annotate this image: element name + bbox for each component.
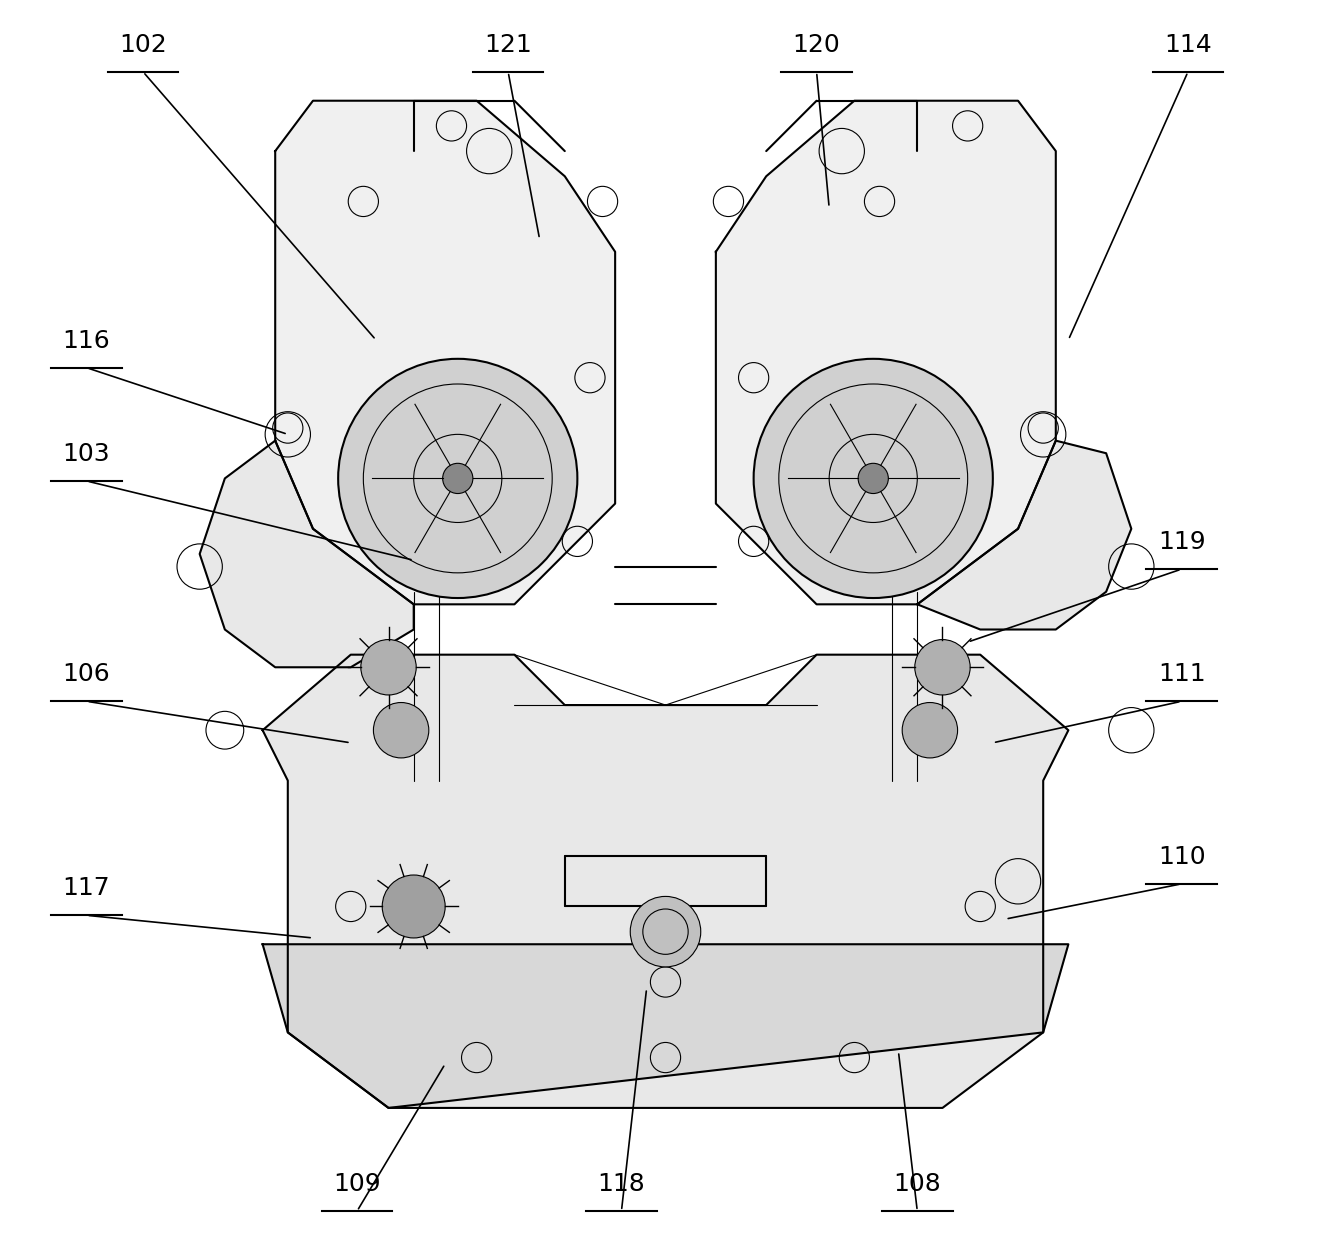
Ellipse shape [443, 463, 473, 494]
Text: 106: 106 [63, 662, 110, 686]
Text: 102: 102 [120, 33, 166, 57]
Polygon shape [276, 101, 615, 604]
Text: 108: 108 [893, 1172, 941, 1196]
Polygon shape [200, 441, 414, 667]
Polygon shape [716, 101, 1055, 604]
Ellipse shape [858, 463, 888, 494]
Ellipse shape [631, 896, 700, 967]
Text: 118: 118 [598, 1172, 646, 1196]
Text: 103: 103 [63, 442, 110, 466]
Ellipse shape [338, 359, 578, 598]
Polygon shape [262, 944, 1069, 1108]
Ellipse shape [914, 640, 970, 695]
Ellipse shape [374, 703, 429, 758]
Text: 114: 114 [1165, 33, 1211, 57]
Text: 120: 120 [793, 33, 840, 57]
Polygon shape [262, 655, 1069, 1108]
Ellipse shape [382, 875, 445, 938]
Ellipse shape [902, 703, 957, 758]
Text: 109: 109 [333, 1172, 381, 1196]
Text: 116: 116 [63, 329, 110, 353]
Text: 117: 117 [63, 876, 110, 900]
Ellipse shape [753, 359, 993, 598]
Polygon shape [917, 441, 1131, 630]
Text: 111: 111 [1158, 662, 1206, 686]
Text: 110: 110 [1158, 845, 1206, 869]
Text: 119: 119 [1158, 530, 1206, 554]
Text: 121: 121 [484, 33, 532, 57]
Ellipse shape [361, 640, 417, 695]
